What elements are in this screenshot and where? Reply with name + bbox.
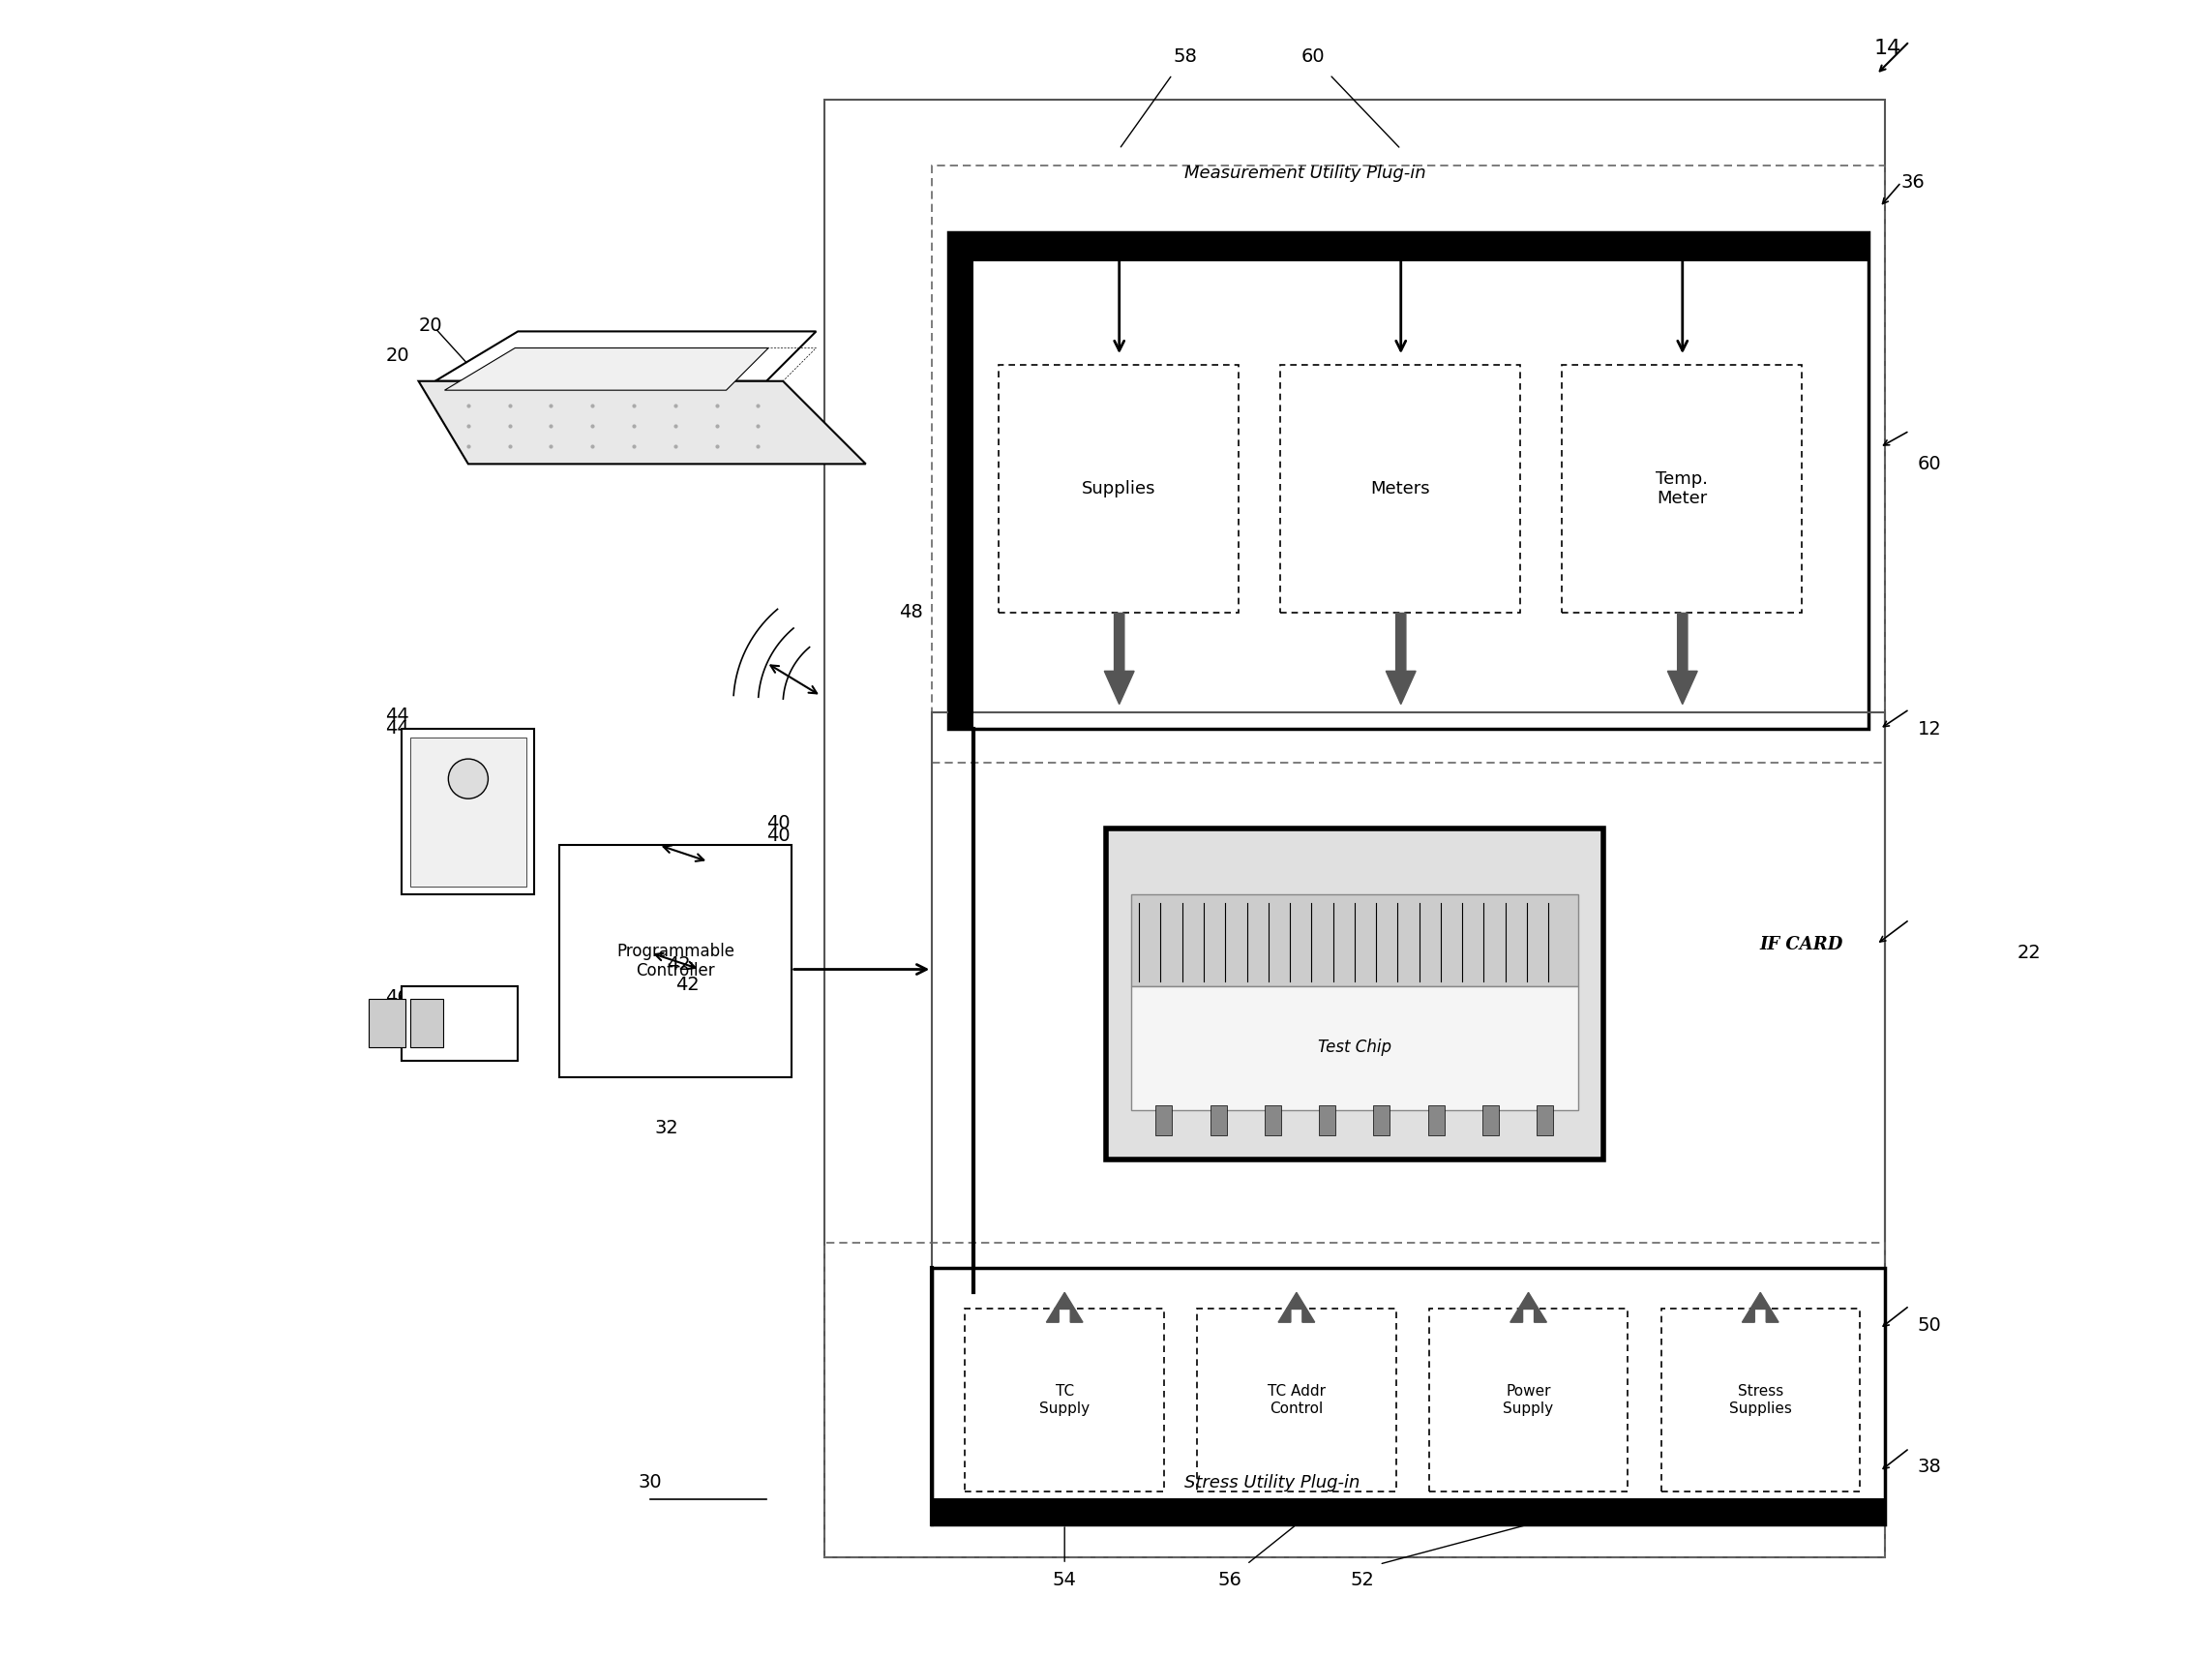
- Text: 20: 20: [418, 316, 442, 335]
- FancyBboxPatch shape: [931, 1498, 1885, 1524]
- Bar: [403, 729, 535, 895]
- Text: 46: 46: [385, 1001, 409, 1019]
- Text: 12: 12: [1918, 719, 1942, 739]
- Bar: [1155, 1105, 1172, 1135]
- Text: Meters: Meters: [1369, 481, 1429, 497]
- Bar: [409, 737, 526, 886]
- Text: 52: 52: [1352, 1571, 1376, 1589]
- Text: 14: 14: [1874, 38, 1900, 58]
- FancyBboxPatch shape: [1661, 1309, 1860, 1491]
- FancyBboxPatch shape: [1130, 986, 1577, 1110]
- Text: 42: 42: [668, 954, 690, 973]
- Circle shape: [449, 759, 489, 799]
- Text: 58: 58: [1175, 48, 1197, 66]
- Text: Supplies: Supplies: [1082, 481, 1155, 497]
- Text: 44: 44: [385, 706, 409, 724]
- Text: 22: 22: [2017, 943, 2042, 963]
- Bar: [403, 986, 518, 1060]
- Text: 40: 40: [765, 814, 790, 832]
- FancyBboxPatch shape: [1130, 895, 1577, 986]
- Bar: [1265, 1105, 1281, 1135]
- FancyArrow shape: [1668, 613, 1697, 704]
- Text: 44: 44: [385, 719, 409, 737]
- Text: Measurement Utility Plug-in: Measurement Utility Plug-in: [1183, 164, 1425, 182]
- FancyBboxPatch shape: [1562, 365, 1803, 613]
- FancyBboxPatch shape: [1197, 1309, 1396, 1491]
- FancyArrow shape: [1104, 613, 1135, 704]
- Bar: [1374, 1105, 1389, 1135]
- FancyBboxPatch shape: [1429, 1309, 1628, 1491]
- FancyBboxPatch shape: [1281, 365, 1520, 613]
- Text: Stress Utility Plug-in: Stress Utility Plug-in: [1183, 1473, 1360, 1491]
- Text: 20: 20: [385, 346, 409, 365]
- Text: IF CARD: IF CARD: [1761, 936, 1843, 953]
- Text: Power
Supply: Power Supply: [1504, 1385, 1553, 1415]
- FancyBboxPatch shape: [949, 232, 973, 729]
- Text: Programmable
Controller: Programmable Controller: [617, 943, 734, 979]
- Text: 32: 32: [655, 1118, 679, 1137]
- FancyArrow shape: [1743, 1292, 1778, 1322]
- Polygon shape: [445, 348, 768, 391]
- Text: Stress
Supplies: Stress Supplies: [1730, 1385, 1792, 1415]
- Text: 48: 48: [898, 603, 922, 621]
- Bar: [1537, 1105, 1553, 1135]
- Bar: [1318, 1105, 1336, 1135]
- Polygon shape: [436, 331, 816, 381]
- FancyBboxPatch shape: [1106, 828, 1604, 1160]
- Text: 40: 40: [765, 827, 790, 845]
- Text: 54: 54: [1053, 1571, 1077, 1589]
- Text: Temp.
Meter: Temp. Meter: [1655, 471, 1708, 507]
- Text: 30: 30: [639, 1473, 661, 1491]
- FancyBboxPatch shape: [964, 1309, 1164, 1491]
- Bar: [369, 999, 405, 1047]
- Text: Test Chip: Test Chip: [1318, 1039, 1391, 1056]
- Text: 36: 36: [1900, 172, 1924, 192]
- Polygon shape: [418, 381, 865, 464]
- Text: 56: 56: [1219, 1571, 1243, 1589]
- FancyArrow shape: [1387, 613, 1416, 704]
- Text: 60: 60: [1918, 454, 1942, 474]
- Text: 50: 50: [1918, 1316, 1942, 1336]
- Text: 42: 42: [675, 976, 699, 994]
- Bar: [1429, 1105, 1444, 1135]
- Text: 46: 46: [385, 988, 409, 1006]
- Text: 60: 60: [1301, 48, 1325, 66]
- FancyArrow shape: [1279, 1292, 1314, 1322]
- Bar: [1482, 1105, 1500, 1135]
- Text: TC
Supply: TC Supply: [1040, 1385, 1091, 1415]
- FancyBboxPatch shape: [931, 1268, 1885, 1524]
- FancyBboxPatch shape: [949, 232, 1867, 262]
- Text: TC Addr
Control: TC Addr Control: [1267, 1385, 1325, 1415]
- Text: 38: 38: [1918, 1457, 1942, 1476]
- Bar: [409, 999, 442, 1047]
- FancyArrow shape: [1511, 1292, 1546, 1322]
- FancyBboxPatch shape: [998, 365, 1239, 613]
- Bar: [1210, 1105, 1228, 1135]
- FancyArrow shape: [1046, 1292, 1084, 1322]
